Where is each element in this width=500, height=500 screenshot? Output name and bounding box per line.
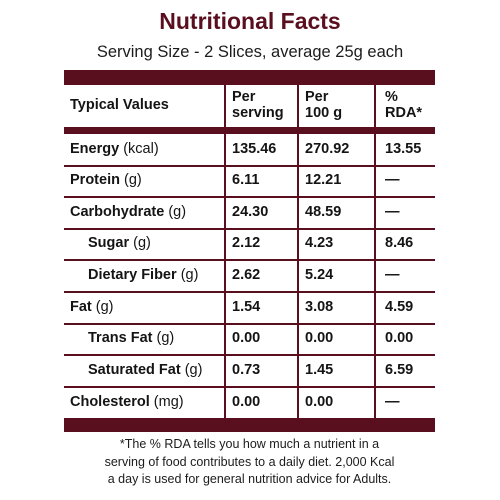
per-serving-value: 6.11 xyxy=(232,172,260,188)
header-per-100g-line2: 100 g xyxy=(305,105,343,121)
rda-value: 13.55 xyxy=(385,141,422,157)
per-100g-value: 1.45 xyxy=(305,362,334,378)
column-divider xyxy=(297,85,299,418)
per-serving-value: 0.00 xyxy=(232,394,261,410)
per-serving-value: 1.54 xyxy=(232,299,261,315)
rda-value: — xyxy=(385,394,400,410)
nutrient-label: Sugar xyxy=(88,235,130,251)
per-serving-value: 135.46 xyxy=(232,141,277,157)
nutrient-unit: (g) xyxy=(133,235,151,251)
row-divider xyxy=(64,291,435,293)
nutrient-name: Carbohydrate (g) xyxy=(70,204,186,221)
per-100g-value: 5.24 xyxy=(305,267,334,283)
header-per-serving: Per serving xyxy=(232,89,284,121)
nutrient-label: Saturated Fat xyxy=(88,362,181,378)
header-per-100g: Per 100 g xyxy=(305,89,342,121)
label-title: Nutritional Facts xyxy=(159,8,341,34)
nutrient-name: Protein (g) xyxy=(70,172,142,189)
nutrient-name: Energy (kcal) xyxy=(70,141,159,158)
per-serving-value: 2.12 xyxy=(232,235,261,251)
footer-bar xyxy=(64,418,435,432)
per-100g-value: 4.23 xyxy=(305,235,334,251)
nutrient-unit: (g) xyxy=(156,330,175,346)
nutrient-name: Dietary Fiber (g) xyxy=(88,267,198,284)
row-divider xyxy=(64,323,435,325)
per-serving-value: 0.73 xyxy=(232,362,261,378)
nutrient-name: Saturated Fat (g) xyxy=(88,362,202,379)
rda-value: 4.59 xyxy=(385,299,414,315)
rda-value: 6.59 xyxy=(385,362,414,378)
nutrient-name: Sugar (g) xyxy=(88,235,151,252)
header-per-100g-line1: Per xyxy=(305,89,329,105)
top-bar xyxy=(64,70,435,85)
rda-value: 8.46 xyxy=(385,235,414,251)
nutrient-label: Protein xyxy=(70,172,120,188)
header-typical-values: Typical Values xyxy=(70,97,169,113)
nutrient-name: Cholesterol (mg) xyxy=(70,394,184,411)
nutrient-unit: (g) xyxy=(95,299,114,315)
per-100g-value: 3.08 xyxy=(305,299,334,315)
rda-value: — xyxy=(385,172,400,188)
nutrient-unit: (g) xyxy=(168,204,187,220)
header-rda-line1: % xyxy=(385,89,398,105)
nutrient-label: Trans Fat xyxy=(88,330,153,346)
nutrient-label: Energy xyxy=(70,141,120,157)
rda-value: — xyxy=(385,204,400,220)
footnote-line: serving of food contributes to a daily d… xyxy=(104,454,395,469)
per-100g-value: 0.00 xyxy=(305,330,334,346)
nutrient-unit: (g) xyxy=(123,172,142,188)
column-divider xyxy=(224,85,226,418)
per-serving-value: 2.62 xyxy=(232,267,261,283)
row-divider xyxy=(64,386,435,388)
row-divider xyxy=(64,259,435,261)
per-100g-value: 12.21 xyxy=(305,172,342,188)
per-100g-value: 0.00 xyxy=(305,394,334,410)
rda-footnote: *The % RDA tells you how much a nutrient… xyxy=(64,436,435,489)
nutrient-name: Fat (g) xyxy=(70,299,114,316)
serving-size: Serving Size - 2 Slices, average 25g eac… xyxy=(96,43,404,61)
row-divider xyxy=(64,354,435,356)
nutrient-label: Fat xyxy=(70,299,92,315)
column-divider xyxy=(374,85,376,418)
nutrient-label: Dietary Fiber xyxy=(88,267,177,283)
row-divider xyxy=(64,196,435,198)
nutrient-unit: (kcal) xyxy=(123,141,159,157)
nutrient-label: Carbohydrate xyxy=(70,204,165,220)
per-serving-value: 0.00 xyxy=(232,330,261,346)
header-per-serving-line1: Per xyxy=(232,89,256,105)
nutrient-unit: (g) xyxy=(180,267,199,283)
row-divider xyxy=(64,228,435,230)
row-divider xyxy=(64,165,435,167)
per-100g-value: 48.59 xyxy=(305,204,342,220)
header-per-serving-line2: serving xyxy=(232,105,284,121)
nutrient-name: Trans Fat (g) xyxy=(88,330,174,347)
rda-value: 0.00 xyxy=(385,330,414,346)
header-rda: % RDA* xyxy=(385,89,422,121)
nutrient-unit: (mg) xyxy=(153,394,184,410)
footnote-line: *The % RDA tells you how much a nutrient… xyxy=(119,437,380,451)
header-bar xyxy=(64,127,435,134)
header-rda-line2: RDA* xyxy=(385,105,423,121)
per-100g-value: 270.92 xyxy=(305,141,350,157)
nutrient-unit: (g) xyxy=(184,362,203,378)
per-serving-value: 24.30 xyxy=(232,204,269,220)
footnote-line: a day is used for general nutrition advi… xyxy=(107,472,392,486)
rda-value: — xyxy=(385,267,400,283)
nutrient-label: Cholesterol xyxy=(70,394,150,410)
